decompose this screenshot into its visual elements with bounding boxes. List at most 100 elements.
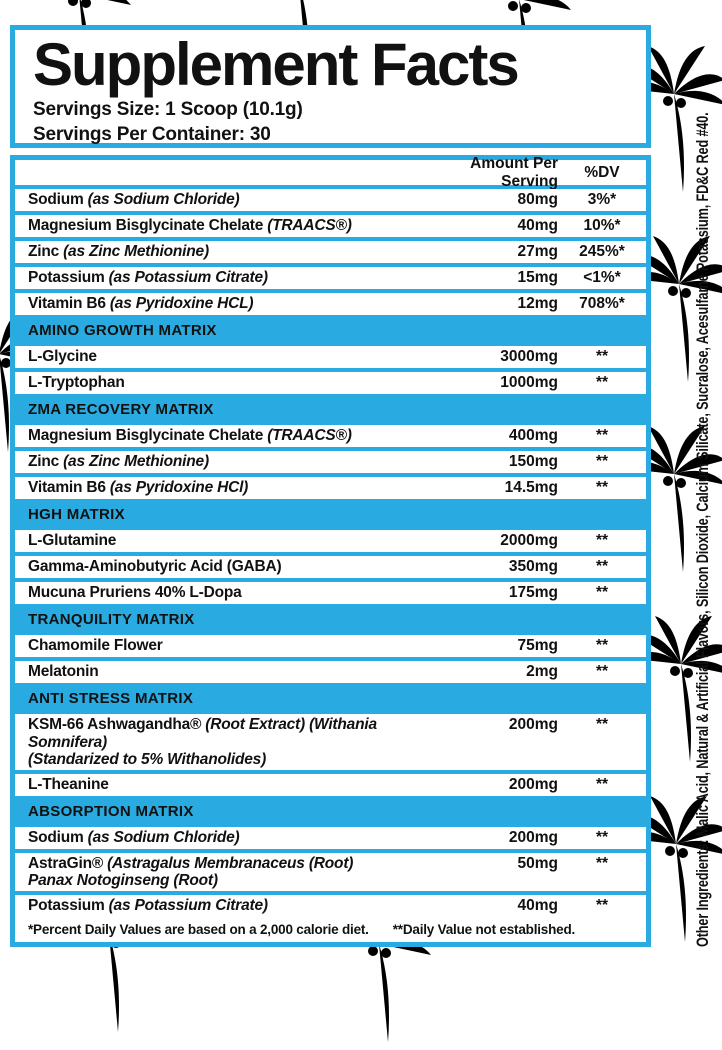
column-dv-header: %DV [584, 163, 620, 181]
ingredient-dv: ** [595, 896, 609, 914]
ingredient-dv: ** [595, 374, 609, 391]
ingredient-name: Mucuna Pruriens 40% L-Dopa [28, 584, 242, 601]
ingredient-dv: ** [595, 637, 609, 654]
ingredient-amount: 2000mg [500, 532, 558, 549]
ingredient-dv: ** [595, 348, 609, 365]
ingredient-name: Sodium (as Sodium Chloride) [28, 191, 240, 208]
ingredient-detail: (as Sodium Chloride) [87, 828, 240, 846]
ingredient-amount: 15mg [517, 269, 559, 286]
ingredient-amount: 27mg [517, 243, 559, 260]
section-header-row: ZMA RECOVERY MATRIX [15, 398, 646, 421]
ingredient-dv: ** [595, 479, 609, 496]
table-row: Vitamin B6 (as Pyridoxine HCL) 12mg 708%* [15, 293, 646, 315]
ingredient-name: Potassium (as Potassium Citrate) [28, 269, 268, 286]
ingredient-dv: <1%* [583, 269, 621, 286]
ingredient-dv: ** [595, 663, 609, 680]
ingredient-dv: ** [595, 828, 609, 846]
ingredient-amount: 350mg [508, 558, 558, 575]
ingredient-detail: (as Zinc Methionine) [63, 243, 209, 260]
ingredient-detail: (Root Extract) (Withania Somnifera) [28, 716, 377, 751]
ingredient-name: L-Theanine [28, 775, 109, 793]
ingredient-amount: 200mg [508, 775, 558, 793]
table-row: L-Tryptophan 1000mg ** [15, 372, 646, 394]
table-row: Chamomile Flower 75mg ** [15, 635, 646, 657]
ingredient-detail: (as Sodium Chloride) [87, 191, 240, 208]
ingredient-amount: 12mg [517, 295, 559, 312]
table-row: Sodium (as Sodium Chloride) 200mg ** [15, 826, 646, 849]
page-title: Supplement Facts [33, 31, 520, 98]
ingredient-detail: (as Pyridoxine HCL) [109, 295, 254, 312]
table-row: Zinc (as Zinc Methionine) 27mg 245%* [15, 241, 646, 263]
ingredient-detail: (as Potassium Citrate) [108, 269, 268, 286]
ingredient-dv: 708%* [579, 295, 625, 312]
ingredient-dv: 245%* [579, 243, 625, 260]
ingredient-name: L-Tryptophan [28, 374, 125, 391]
table-row: Magnesium Bisglycinate Chelate (TRAACS®) 4… [15, 425, 646, 447]
section-label: HGH MATRIX [28, 506, 125, 523]
table-row: KSM-66 Ashwagandha® (Root Extract) (Witha… [15, 714, 646, 770]
section-label: TRANQUILITY MATRIX [28, 611, 195, 628]
header-box: Supplement Facts Servings Size: 1 Scoop … [10, 25, 651, 148]
section-header-row: TRANQUILITY MATRIX [15, 608, 646, 631]
ingredient-amount: 80mg [517, 191, 559, 208]
servings-per-container-line: Servings Per Container: 30 [33, 124, 271, 145]
other-ingredients-text: Other Ingredients: Malic Acid, Natural &… [694, 112, 712, 948]
table-row: Potassium (as Potassium Citrate) 40mg ** [15, 894, 646, 917]
section-label: AMINO GROWTH MATRIX [28, 322, 217, 339]
ingredient-detail: (as Zinc Methionine) [63, 453, 209, 470]
ingredient-dv: ** [595, 775, 609, 793]
ingredient-name: Melatonin [28, 663, 99, 680]
column-amount-header: Amount Per Serving [470, 155, 558, 190]
ingredient-amount: 150mg [508, 453, 558, 470]
ingredient-name: AstraGin® (Astragalus Membranaceus (Root)… [15, 855, 438, 890]
ingredient-amount: 50mg [517, 854, 559, 872]
ingredient-name: Sodium (as Sodium Chloride) [28, 828, 240, 846]
supplement-facts-label: Supplement Facts Servings Size: 1 Scoop … [10, 25, 651, 947]
section-header-row: HGH MATRIX [15, 503, 646, 526]
ingredient-dv: 3%* [587, 191, 617, 208]
ingredient-name: Gamma-Aminobutyric Acid (GABA) [28, 558, 282, 575]
table-row: Potassium (as Potassium Citrate) 15mg <1%* [15, 267, 646, 289]
section-label: ANTI STRESS MATRIX [28, 690, 194, 707]
footnote-daily-value: *Percent Daily Values are based on a 2,0… [28, 921, 369, 937]
table-row: Mucuna Pruriens 40% L-Dopa 175mg ** [15, 582, 646, 604]
table-row: Melatonin 2mg ** [15, 661, 646, 683]
ingredient-amount: 40mg [517, 896, 559, 914]
footnote-not-established: **Daily Value not established. [392, 921, 576, 937]
ingredient-dv: ** [595, 854, 609, 872]
ingredient-name: L-Glycine [28, 348, 97, 365]
ingredient-name: Chamomile Flower [28, 637, 163, 654]
ingredient-name: Potassium (as Potassium Citrate) [28, 896, 268, 914]
ingredient-name: Zinc (as Zinc Methionine) [28, 453, 209, 470]
ingredient-amount: 200mg [508, 828, 558, 846]
ingredient-detail: (Astragalus Membranaceus (Root) [107, 854, 354, 872]
ingredient-detail-line2: Panax Notoginseng (Root) [28, 872, 218, 889]
ingredient-amount: 40mg [517, 217, 559, 234]
section-header-row: ANTI STRESS MATRIX [15, 687, 646, 710]
ingredient-amount: 175mg [508, 584, 558, 601]
ingredient-dv: ** [595, 453, 609, 470]
ingredient-name: KSM-66 Ashwagandha® (Root Extract) (Witha… [15, 716, 438, 769]
ingredient-amount: 3000mg [500, 348, 558, 365]
ingredient-amount: 2mg [526, 663, 558, 680]
ingredient-name: Zinc (as Zinc Methionine) [28, 243, 209, 260]
table-header-row: Amount Per Serving %DV [15, 155, 646, 190]
ingredient-amount: 400mg [508, 427, 558, 444]
table-row: Magnesium Bisglycinate Chelate (TRAACS®) 4… [15, 215, 646, 237]
ingredient-amount: 200mg [508, 716, 558, 733]
table-row: AstraGin® (Astragalus Membranaceus (Root)… [15, 852, 646, 891]
ingredient-dv: ** [595, 584, 609, 601]
ingredient-dv: ** [595, 558, 609, 575]
ingredient-dv: ** [595, 716, 609, 733]
ingredient-name: L-Glutamine [28, 532, 117, 549]
facts-table: Amount Per Serving %DV Sodium (as Sodium … [10, 155, 651, 947]
ingredient-name: Magnesium Bisglycinate Chelate (TRAACS®) [28, 217, 352, 234]
section-label: ZMA RECOVERY MATRIX [28, 401, 214, 418]
table-row: Vitamin B6 (as Pyridoxine HCl) 14.5mg ** [15, 477, 646, 499]
ingredient-amount: 1000mg [500, 374, 558, 391]
ingredient-name: Vitamin B6 (as Pyridoxine HCL) [28, 295, 254, 312]
ingredient-dv: 10%* [583, 217, 621, 234]
table-row: L-Theanine 200mg ** [15, 773, 646, 796]
section-header-row: ABSORPTION MATRIX [15, 799, 646, 823]
ingredient-amount: 14.5mg [504, 479, 558, 496]
